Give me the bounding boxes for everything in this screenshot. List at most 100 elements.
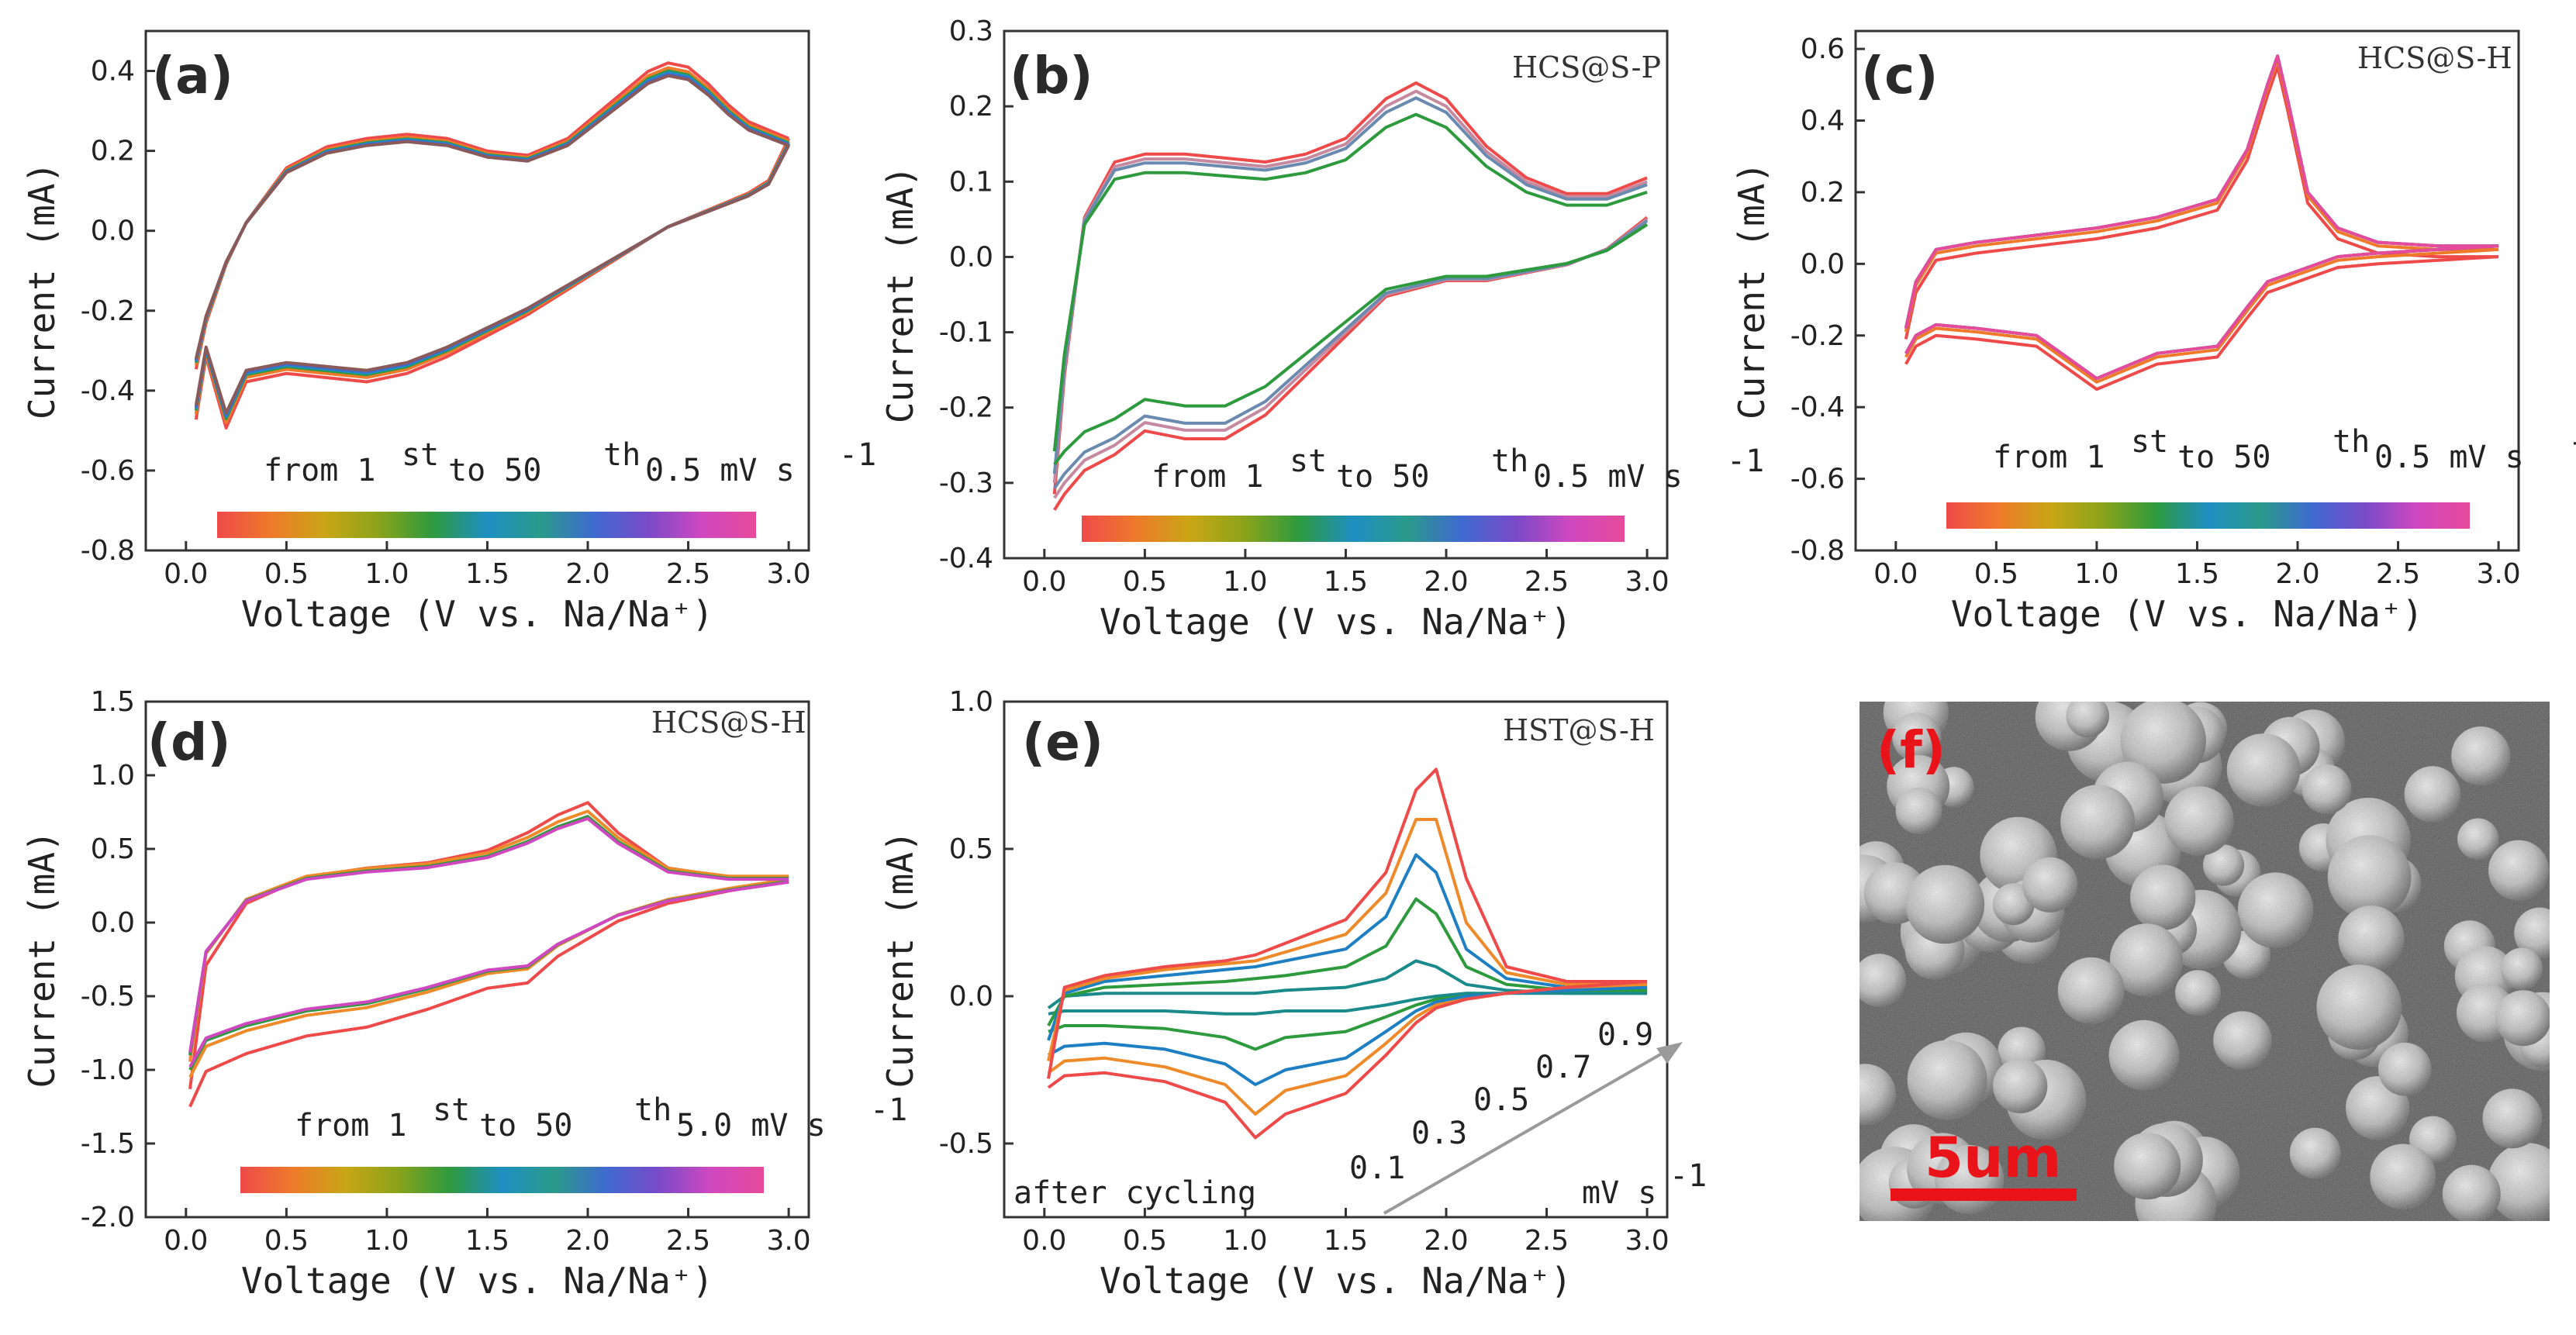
x-tick-label: 2.5 (666, 558, 710, 590)
legend-sup-first: st (1290, 443, 1327, 479)
x-tick-label: 0.5 (264, 1225, 309, 1257)
x-tick-label: 0.5 (1123, 1225, 1167, 1257)
legend-from-text: from 1 (295, 1108, 407, 1144)
cv-anodic-30th (194, 71, 789, 362)
x-tick-label: 0.0 (164, 1225, 208, 1257)
legend-rate-text: 0.5 mV s (645, 453, 795, 488)
scan-rate-label: 0.3 (1411, 1116, 1467, 1151)
sample-label-e: HST@S-H (1503, 713, 1655, 747)
cycle-color-bar (1946, 502, 2470, 529)
panel-label-b: (b) (1010, 46, 1093, 105)
y-tick-label: 0.0 (949, 241, 993, 273)
cycle-color-bar (217, 512, 756, 538)
y-tick-label: -0.2 (1790, 320, 1845, 352)
cv-anodic-10th (1904, 58, 2499, 333)
x-axis-title: Voltage (V vs. Na/Na⁺) (241, 593, 713, 635)
legend-rate-exponent: -1 (839, 437, 876, 473)
y-tick-label: -0.2 (939, 392, 993, 424)
y-tick-label: 0.3 (949, 16, 993, 47)
y-tick-label: 0.2 (91, 136, 135, 167)
legend-from-text: from 1 (1152, 459, 1264, 495)
scan-rate-unit: mV s (1582, 1175, 1656, 1211)
y-tick-label: -0.5 (939, 1128, 993, 1160)
x-tick-label: 1.0 (1223, 566, 1267, 598)
cv-anodic-40th (194, 72, 789, 360)
x-tick-label: 2.0 (1424, 1225, 1468, 1257)
legend-from-text: from 1 (1993, 440, 2105, 475)
cv-cathodic-50th (188, 880, 789, 1068)
y-tick-label: 1.5 (91, 686, 135, 718)
sample-label-d: HCS@S-H (651, 705, 806, 740)
cv-panel-c: (c) HCS@S-H 0.0 0.5 1.0 1.5 2.0 2.5 3.0 -0.8 -0.… (1731, 29, 2576, 635)
cv-anodic-40th (1904, 54, 2499, 329)
x-tick-label: 3.0 (2476, 558, 2520, 590)
x-tick-label: 0.0 (1022, 1225, 1066, 1257)
cv-panel-e: (e) HST@S-H 0.0 0.5 1.0 1.5 2.0 2.5 3.0 -0.5 0.0… (879, 686, 1707, 1302)
y-tick-label: 0.4 (91, 56, 135, 88)
panel-label-c: (c) (1861, 46, 1938, 105)
x-tick-label: 1.5 (2175, 558, 2219, 590)
cv-anodic-1st (188, 801, 789, 1089)
y-tick-label: -0.4 (81, 375, 135, 407)
cv-anodic-0.3 (1047, 897, 1648, 1026)
scan-rate-label: 0.1 (1349, 1150, 1405, 1186)
x-axis-title: Voltage (V vs. Na/Na⁺) (1100, 1260, 1572, 1302)
y-tick-label: 0.0 (949, 981, 993, 1012)
x-tick-label: 1.0 (364, 1225, 409, 1257)
cv-cathodic-30th (188, 879, 789, 1071)
x-tick-label: 1.5 (465, 558, 509, 590)
x-tick-label: 2.0 (565, 558, 609, 590)
cv-cathodic-1st (188, 878, 789, 1108)
y-tick-label: 0.2 (949, 91, 993, 122)
cv-cathodic-50th (1904, 244, 2499, 381)
plot-frame (144, 29, 810, 552)
plot-frame (1003, 700, 1669, 1219)
legend-rate-text: 5.0 mV s (676, 1108, 826, 1144)
x-tick-label: 2.0 (2275, 558, 2319, 590)
y-tick-label: 0.2 (1801, 177, 1845, 209)
x-tick-label: 2.0 (565, 1225, 609, 1257)
x-axis-title: Voltage (V vs. Na/Na⁺) (241, 1260, 713, 1302)
x-tick-label: 2.5 (666, 1225, 710, 1257)
cv-anodic-0.5 (1047, 853, 1648, 1041)
y-tick-label: -0.4 (939, 543, 993, 574)
x-tick-label: 0.5 (1974, 558, 2018, 590)
scan-rate-arrow (1383, 1049, 1668, 1215)
cv-anodic-10th (194, 66, 789, 366)
x-tick-label: 0.5 (264, 558, 309, 590)
x-tick-label: 3.0 (1625, 1225, 1669, 1257)
y-tick-label: -0.6 (81, 455, 135, 487)
x-tick-label: 2.5 (1525, 1225, 1569, 1257)
cv-anodic-50th (194, 74, 789, 360)
y-tick-label: 0.0 (91, 907, 135, 939)
x-tick-label: 1.5 (465, 1225, 509, 1257)
legend-sup-first: st (2131, 424, 2168, 460)
legend-rate-exponent: -1 (1727, 443, 1764, 479)
scan-rate-arrow-head (1656, 1042, 1683, 1064)
cv-anodic-10th (1052, 89, 1648, 484)
y-tick-label: 0.4 (1801, 105, 1845, 137)
cv-cathodic-10th (194, 140, 790, 424)
cv-panel-d: (d) HCS@S-H 0.0 0.5 1.0 1.5 2.0 2.5 3.0 -2.0 -1.… (21, 686, 907, 1302)
panel-label-d: (d) (147, 712, 231, 772)
scale-bar-label: 5um (1925, 1125, 2061, 1190)
scan-rate-label: 0.5 (1473, 1082, 1529, 1118)
y-axis-title: Current (mA) (879, 166, 921, 423)
legend-rate-text: 0.5 mV s (1533, 459, 1683, 495)
y-tick-label: -0.2 (81, 295, 135, 327)
y-tick-label: 0.0 (91, 216, 135, 247)
plot-frame (1854, 29, 2520, 552)
sample-label-b: HCS@S-P (1512, 50, 1661, 85)
legend-sup-first: st (402, 437, 439, 473)
cycle-color-bar (240, 1167, 764, 1193)
y-tick-label: -2.0 (81, 1202, 135, 1233)
cv-anodic-50th (1904, 54, 2499, 329)
legend-sup-last: th (634, 1092, 672, 1128)
x-tick-label: 0.0 (164, 558, 208, 590)
y-tick-label: -0.8 (81, 535, 135, 567)
cv-cathodic-10th (1053, 218, 1649, 499)
legend-sup-last: th (1491, 443, 1528, 479)
x-tick-label: 0.0 (1873, 558, 1918, 590)
cv-cathodic-20th (194, 142, 790, 420)
